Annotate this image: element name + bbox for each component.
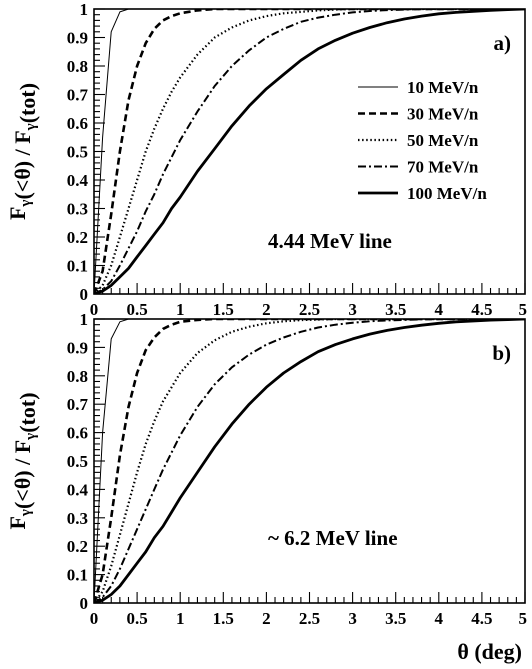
y-tick-label: 0.3	[67, 200, 88, 219]
y-tick-label: 0.9	[67, 338, 88, 357]
x-tick-label: 1	[176, 609, 185, 628]
line-annotation: 4.44 MeV line	[268, 229, 392, 253]
x-tick-label: 4.5	[471, 300, 492, 319]
x-tick-label: 3	[348, 609, 357, 628]
y-tick-label: 0.7	[67, 395, 89, 414]
y-tick-label: 0.1	[67, 257, 88, 276]
line-annotation: ~ 6.2 MeV line	[268, 526, 398, 550]
y-tick-label: 0.3	[67, 509, 88, 528]
x-tick-label: 3.5	[385, 609, 406, 628]
x-axis-title: θ (deg)	[457, 639, 522, 664]
y-tick-label: 1	[80, 0, 89, 19]
y-tick-label: 0.4	[67, 171, 89, 190]
y-tick-label: 1	[80, 310, 89, 329]
x-tick-label: 5	[519, 609, 528, 628]
legend: 10 MeV/n 30 MeV/n 50 MeV/n 70 MeV/n 100 MeV/…	[358, 78, 487, 203]
panel-label: a)	[494, 31, 512, 55]
x-tick-label: 0.5	[126, 609, 147, 628]
y-tick-label: 0.5	[67, 452, 88, 471]
x-tick-label: 2.5	[299, 609, 320, 628]
x-tick-label: 0	[90, 609, 99, 628]
series-line-50-mev-n	[94, 9, 525, 294]
series-line-70-mev-n	[94, 319, 525, 603]
legend-label: 10 MeV/n	[407, 78, 479, 97]
series-line-100-mev-n	[94, 9, 525, 294]
x-tick-label: 1.5	[213, 609, 234, 628]
x-tick-label: 2	[262, 609, 271, 628]
panel-a: 0 0.5 1 1.5 2 2.5 3 3.5 4 4.5 5 0 0.1 0.2 0.3 0.4 0.5 0.6…	[5, 0, 527, 319]
legend-label: 70 MeV/n	[407, 158, 479, 177]
x-tick-label: 4.5	[471, 609, 492, 628]
y-tick-label: 0.1	[67, 566, 88, 585]
y-tick-label: 0.5	[67, 143, 88, 162]
x-tick-label: 4	[435, 300, 444, 319]
x-tick-label: 3	[348, 300, 357, 319]
y-tick-label: 0.2	[67, 228, 88, 247]
x-tick-label: 0	[90, 300, 99, 319]
legend-label: 30 MeV/n	[407, 105, 479, 124]
y-axis-title: Fγ(<θ) / Fγ(tot)	[5, 392, 40, 529]
y-tick-label: 0.6	[67, 114, 88, 133]
legend-label: 100 MeV/n	[407, 184, 487, 203]
series-line-50-mev-n	[94, 319, 525, 603]
y-ticks	[94, 8, 105, 295]
plot-frame	[93, 318, 526, 604]
y-tick-label: 0.2	[67, 537, 88, 556]
series-line-10-mev-n	[94, 319, 525, 603]
y-tick-label: 0.4	[67, 480, 89, 499]
series-line-100-mev-n	[94, 319, 525, 603]
y-tick-label: 0.9	[67, 29, 88, 48]
x-tick-label: 0.5	[126, 300, 147, 319]
x-ticks	[93, 592, 526, 603]
x-tick-label: 1	[176, 300, 185, 319]
y-axis-title: Fγ(<θ) / Fγ(tot)	[5, 83, 40, 220]
x-tick-label: 2	[262, 300, 271, 319]
x-tick-label: 5	[519, 300, 528, 319]
x-tick-label: 2.5	[299, 300, 320, 319]
y-tick-label: 0	[80, 594, 89, 613]
y-tick-label: 0.8	[67, 57, 88, 76]
y-ticks	[94, 318, 105, 604]
x-tick-label: 3.5	[385, 300, 406, 319]
legend-label: 50 MeV/n	[407, 131, 479, 150]
y-tick-label: 0	[80, 285, 89, 304]
y-tick-label: 0.7	[67, 86, 89, 105]
y-tick-label: 0.6	[67, 424, 88, 443]
x-tick-label: 1.5	[213, 300, 234, 319]
y-tick-label: 0.8	[67, 367, 88, 386]
series-line-30-mev-n	[94, 9, 525, 294]
series-line-30-mev-n	[94, 319, 525, 603]
x-tick-label: 4	[435, 609, 444, 628]
panel-label: b)	[492, 341, 511, 365]
x-ticks	[93, 283, 526, 294]
panel-b: 0 0.5 1 1.5 2 2.5 3 3.5 4 4.5 5 0 0.1 0.2 0.3 0.4 0.5 0.6…	[5, 310, 527, 664]
